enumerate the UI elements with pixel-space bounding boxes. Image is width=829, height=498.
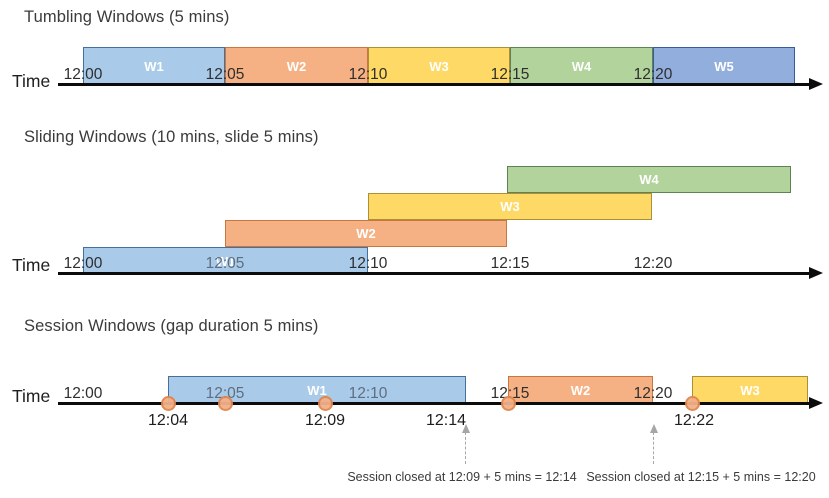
time-axis-line (58, 83, 810, 86)
window-bar-w4 (507, 166, 791, 193)
axis-time-label: 12:10 (348, 385, 388, 402)
axis-time-label: 12:20 (633, 255, 673, 272)
annotation-arrow-line (653, 432, 654, 464)
axis-time-label: 12:15 (490, 255, 530, 272)
event-dot (217, 396, 233, 411)
window-bar-w3 (368, 193, 652, 220)
axis-time-label: 12:05 (205, 66, 245, 83)
window-label: W2 (570, 382, 591, 398)
window-label: W3 (429, 58, 449, 74)
section-title-sliding: Sliding Windows (10 mins, slide 5 mins) (24, 128, 319, 146)
event-time-label: 12:09 (304, 412, 346, 429)
window-label: W3 (500, 199, 520, 214)
axis-time-label: 12:20 (633, 385, 673, 402)
event-time-label: 12:04 (147, 412, 189, 429)
window-label: W2 (356, 226, 376, 241)
event-dot (317, 396, 333, 411)
axis-time-label: 12:15 (490, 385, 530, 402)
axis-time-label: 12:10 (348, 66, 388, 83)
axis-time-label: 12:05 (205, 385, 245, 402)
time-axis-line (58, 402, 810, 405)
event-dot (500, 396, 516, 411)
window-label: W4 (639, 172, 659, 187)
annotation-arrowhead-icon (461, 424, 470, 433)
event-time-label: 12:22 (673, 412, 715, 429)
window-label: W1 (215, 253, 236, 269)
axis-time-label: 12:05 (205, 255, 245, 272)
window-bar-w1 (83, 247, 368, 275)
time-axis-caption: Time (12, 71, 51, 91)
axis-time-label: 12:00 (63, 255, 103, 272)
axis-arrowhead-icon (809, 78, 823, 90)
section-title-session: Session Windows (gap duration 5 mins) (24, 317, 319, 335)
time-axis-line (58, 272, 810, 275)
window-bar-w2 (225, 220, 507, 247)
event-time-label: 12:14 (425, 412, 467, 429)
axis-time-label: 12:20 (633, 66, 673, 83)
axis-time-label: 12:15 (490, 66, 530, 83)
axis-time-label: 12:00 (63, 66, 103, 83)
annotation-arrowhead-icon (649, 424, 658, 433)
window-label: W2 (286, 58, 307, 74)
event-dot (684, 396, 700, 411)
event-dot (160, 396, 176, 411)
window-bar-w4 (510, 47, 653, 85)
window-label: W1 (144, 58, 164, 74)
window-bar-w3 (692, 376, 808, 404)
time-axis-caption: Time (12, 255, 51, 275)
window-label: W1 (307, 382, 327, 398)
axis-time-label: 12:00 (63, 385, 103, 402)
window-label: W5 (714, 58, 734, 74)
window-bar-w2 (508, 376, 653, 404)
annotation-arrow-line (465, 432, 466, 464)
session-close-annotation: Session closed at 12:09 + 5 mins = 12:14 (347, 470, 577, 484)
time-axis-caption: Time (12, 386, 51, 406)
axis-arrowhead-icon (809, 397, 823, 409)
session-close-annotation: Session closed at 12:15 + 5 mins = 12:20 (586, 470, 816, 484)
axis-arrowhead-icon (809, 267, 823, 279)
axis-time-label: 12:10 (348, 255, 388, 272)
window-label: W3 (740, 382, 760, 398)
window-label: W4 (571, 58, 592, 74)
section-title-tumbling: Tumbling Windows (5 mins) (24, 8, 230, 26)
